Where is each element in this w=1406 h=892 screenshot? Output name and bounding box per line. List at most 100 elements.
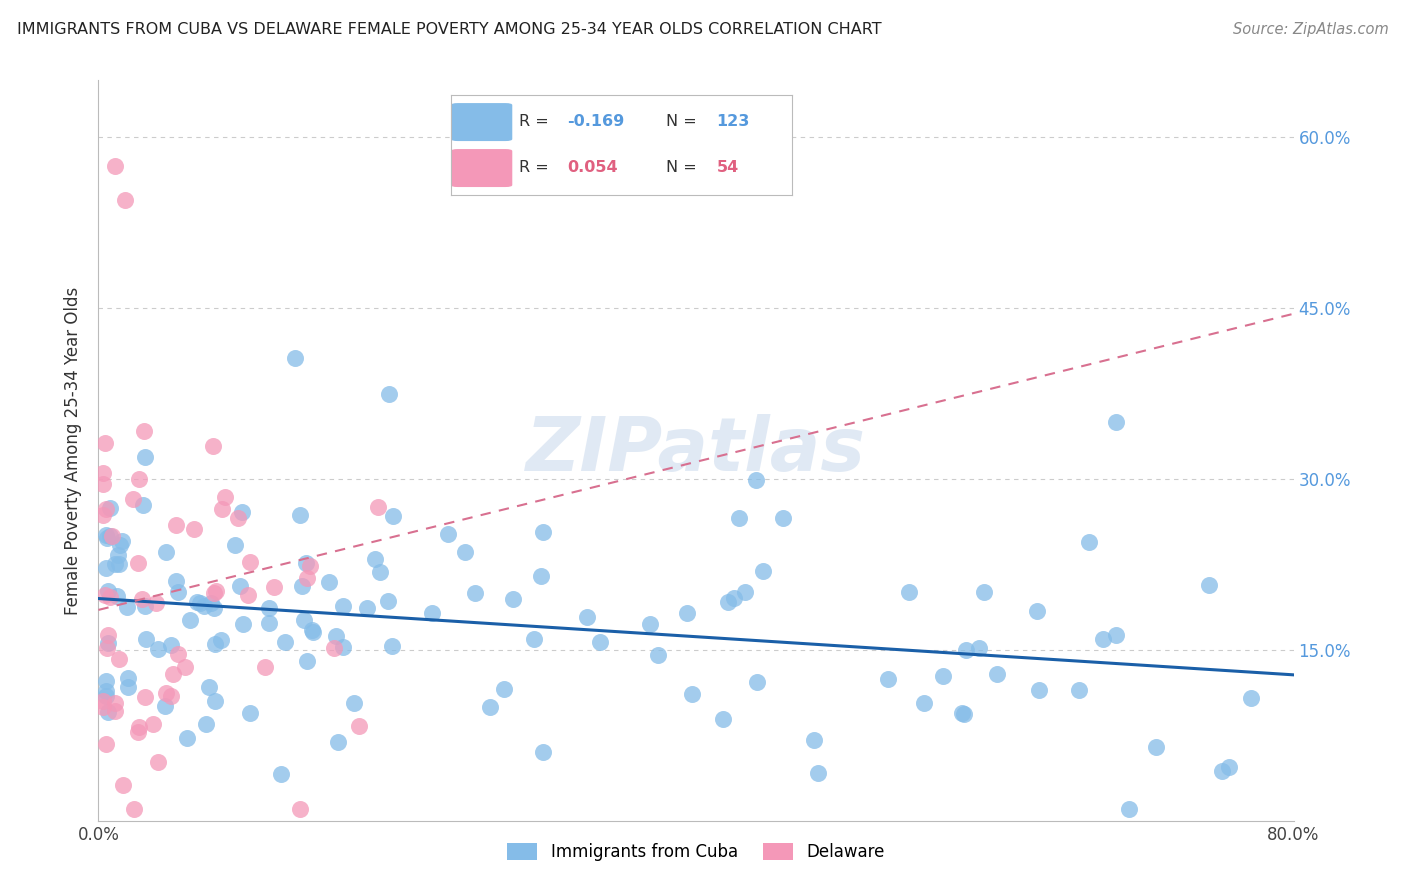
Point	[1028, 682, 1050, 697]
Point	[318, 575, 340, 590]
Point	[1092, 632, 1115, 647]
Point	[117, 680, 139, 694]
Point	[1198, 578, 1220, 592]
Point	[134, 450, 156, 465]
Point	[288, 802, 311, 816]
Point	[94, 683, 117, 698]
Point	[1144, 739, 1167, 754]
Point	[96, 628, 118, 642]
Text: Source: ZipAtlas.com: Source: ZipAtlas.com	[1233, 22, 1389, 37]
Text: IMMIGRANTS FROM CUBA VS DELAWARE FEMALE POVERTY AMONG 25-34 YEAR OLDS CORRELATIO: IMMIGRANTS FROM CUBA VS DELAWARE FEMALE …	[17, 22, 882, 37]
Point	[295, 572, 318, 586]
Point	[877, 672, 900, 686]
Point	[108, 557, 131, 571]
Point	[231, 505, 253, 519]
Point	[127, 725, 149, 739]
Point	[226, 511, 249, 525]
Point	[479, 700, 502, 714]
Point	[381, 509, 404, 524]
Point	[91, 467, 114, 481]
Point	[188, 596, 211, 610]
Point	[295, 556, 318, 570]
Point	[531, 525, 554, 540]
Point	[257, 615, 280, 630]
Point	[1211, 764, 1233, 779]
Point	[647, 648, 669, 662]
Y-axis label: Female Poverty Among 25-34 Year Olds: Female Poverty Among 25-34 Year Olds	[65, 286, 83, 615]
Point	[183, 522, 205, 536]
Point	[165, 574, 187, 588]
Point	[107, 548, 129, 562]
Point	[530, 568, 553, 582]
Point	[91, 476, 114, 491]
Point	[381, 639, 404, 653]
Point	[176, 731, 198, 745]
Point	[122, 802, 145, 816]
Point	[211, 501, 233, 516]
Point	[204, 694, 226, 708]
Point	[437, 527, 460, 541]
Point	[263, 580, 285, 594]
Point	[254, 659, 277, 673]
Point	[299, 559, 322, 574]
Point	[274, 635, 297, 649]
Point	[967, 640, 990, 655]
Point	[153, 699, 176, 714]
Point	[145, 596, 167, 610]
Point	[711, 712, 734, 726]
Point	[986, 667, 1008, 681]
Point	[1077, 534, 1099, 549]
Point	[155, 686, 177, 700]
Point	[955, 643, 977, 657]
Point	[377, 594, 399, 608]
Point	[104, 697, 127, 711]
Point	[454, 545, 477, 559]
Point	[257, 601, 280, 615]
Point	[94, 737, 117, 751]
Point	[214, 490, 236, 504]
Point	[142, 717, 165, 731]
Point	[502, 592, 524, 607]
Point	[155, 545, 177, 559]
Point	[1218, 760, 1240, 774]
Point	[326, 734, 349, 748]
Point	[973, 585, 995, 599]
Point	[97, 583, 120, 598]
Point	[343, 696, 366, 710]
Point	[179, 613, 201, 627]
Point	[366, 500, 388, 514]
Point	[723, 591, 745, 605]
Point	[727, 510, 749, 524]
Point	[229, 578, 252, 592]
Point	[681, 687, 703, 701]
Point	[745, 473, 768, 487]
Point	[1105, 628, 1128, 642]
Point	[1025, 604, 1047, 618]
Point	[132, 498, 155, 512]
Point	[239, 555, 262, 569]
Point	[160, 638, 183, 652]
Point	[193, 599, 215, 614]
Point	[1118, 802, 1140, 816]
Point	[101, 529, 124, 543]
Point	[110, 538, 132, 552]
Point	[638, 616, 661, 631]
Point	[294, 613, 316, 627]
Point	[128, 472, 150, 486]
Point	[96, 640, 118, 655]
Point	[134, 424, 156, 438]
Point	[322, 641, 344, 656]
Point	[807, 766, 830, 780]
Point	[332, 599, 354, 613]
Point	[747, 675, 769, 690]
Point	[1240, 690, 1263, 705]
Point	[200, 596, 222, 610]
Point	[1069, 682, 1091, 697]
Point	[205, 583, 228, 598]
Point	[224, 538, 246, 552]
Point	[232, 616, 254, 631]
Point	[576, 609, 599, 624]
Point	[111, 533, 134, 548]
Point	[931, 669, 953, 683]
Point	[131, 591, 153, 606]
